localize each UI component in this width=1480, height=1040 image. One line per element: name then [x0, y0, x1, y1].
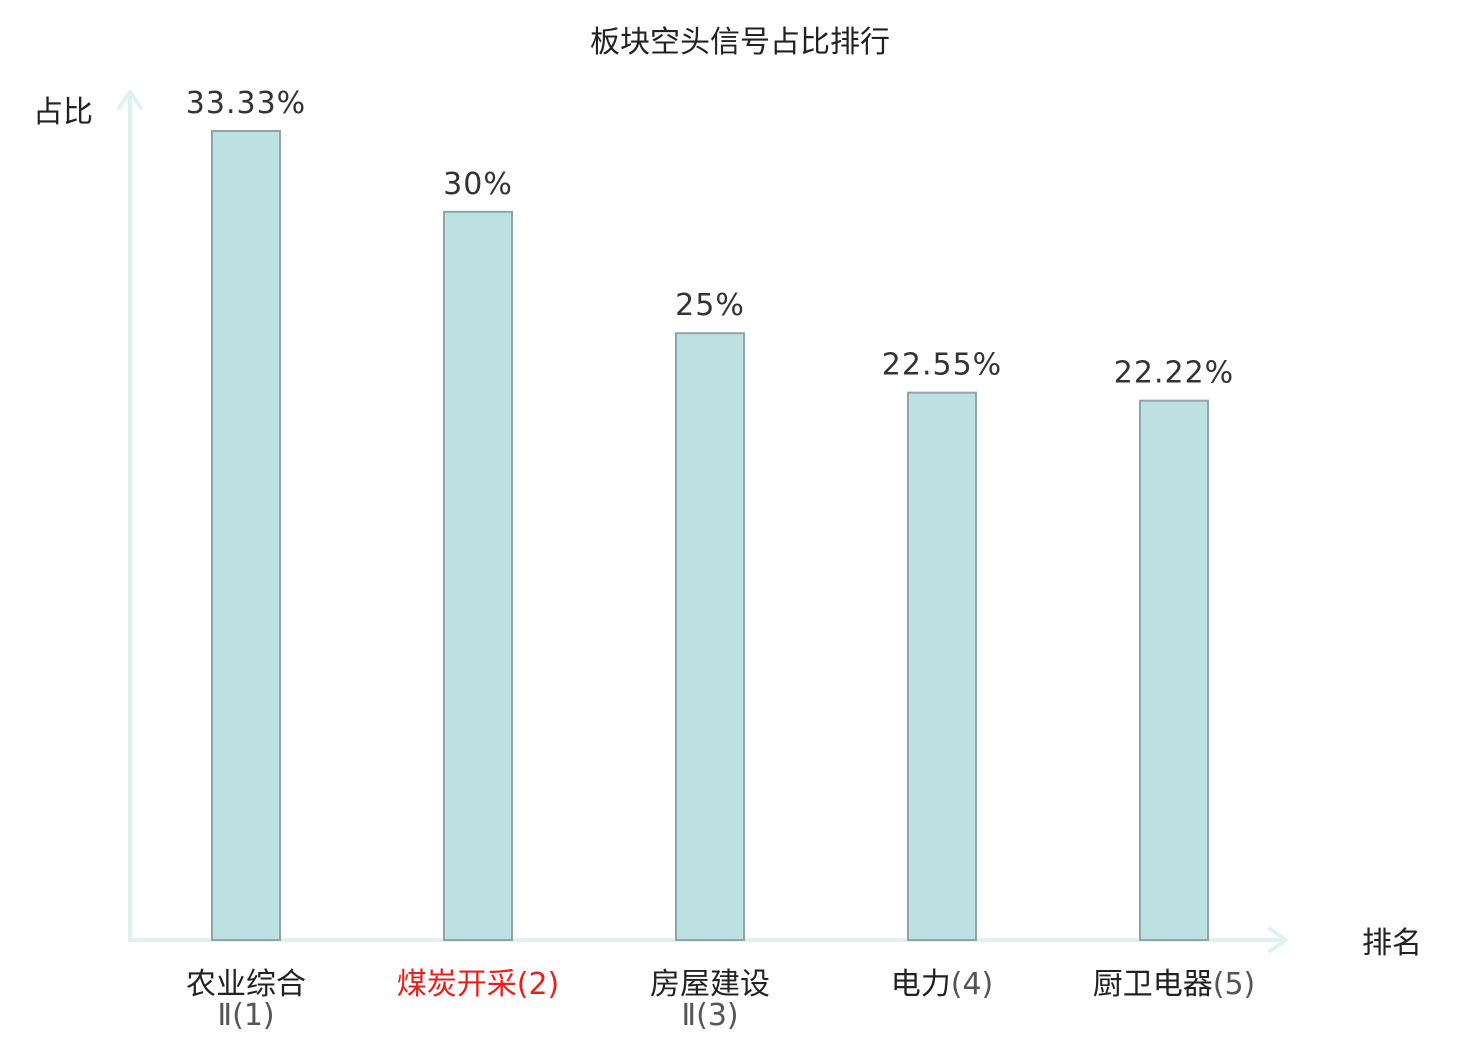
- value-label-3: 25%: [675, 288, 745, 323]
- category-label-1: 农业综合: [186, 967, 306, 1002]
- category-rank: (4): [951, 967, 994, 1002]
- bar-5: [1139, 399, 1209, 941]
- category-name: 电力: [891, 967, 951, 1002]
- value-label-group: 33.33% 30% 25% 22.55% 22.22%: [186, 86, 1234, 391]
- category-name: 厨卫电器: [1093, 967, 1213, 1002]
- x-axis-arrow: [1268, 927, 1288, 953]
- category-label-3: 房屋建设: [650, 967, 770, 1002]
- bar-1: [211, 130, 281, 941]
- chart-title: 板块空头信号占比排行: [590, 25, 890, 60]
- value-label-5: 22.22%: [1114, 356, 1234, 391]
- category-rank: (5): [1213, 967, 1256, 1002]
- value-label-4: 22.55%: [882, 348, 1002, 383]
- category-name: 房屋建设: [650, 967, 770, 1002]
- bar-2: [443, 210, 513, 941]
- category-label-4: 电力(4): [891, 967, 994, 1002]
- bar-3: [675, 332, 745, 941]
- category-rank: (2): [517, 967, 560, 1002]
- value-label-1: 33.33%: [186, 86, 306, 121]
- y-axis-arrow: [117, 90, 143, 110]
- category-rank-1: Ⅱ(1): [217, 998, 274, 1033]
- bar-4: [907, 391, 977, 942]
- category-label-5: 厨卫电器(5): [1093, 967, 1256, 1002]
- y-axis-label: 占比: [33, 95, 93, 130]
- category-name: 煤炭开采: [397, 967, 517, 1002]
- category-label-2: 煤炭开采(2): [397, 967, 560, 1002]
- bar-group: [211, 130, 1209, 942]
- category-name: 农业综合: [186, 967, 306, 1002]
- x-axis-label: 排名: [1362, 926, 1422, 961]
- category-rank-3: Ⅱ(3): [681, 998, 738, 1033]
- value-label-2: 30%: [443, 167, 513, 202]
